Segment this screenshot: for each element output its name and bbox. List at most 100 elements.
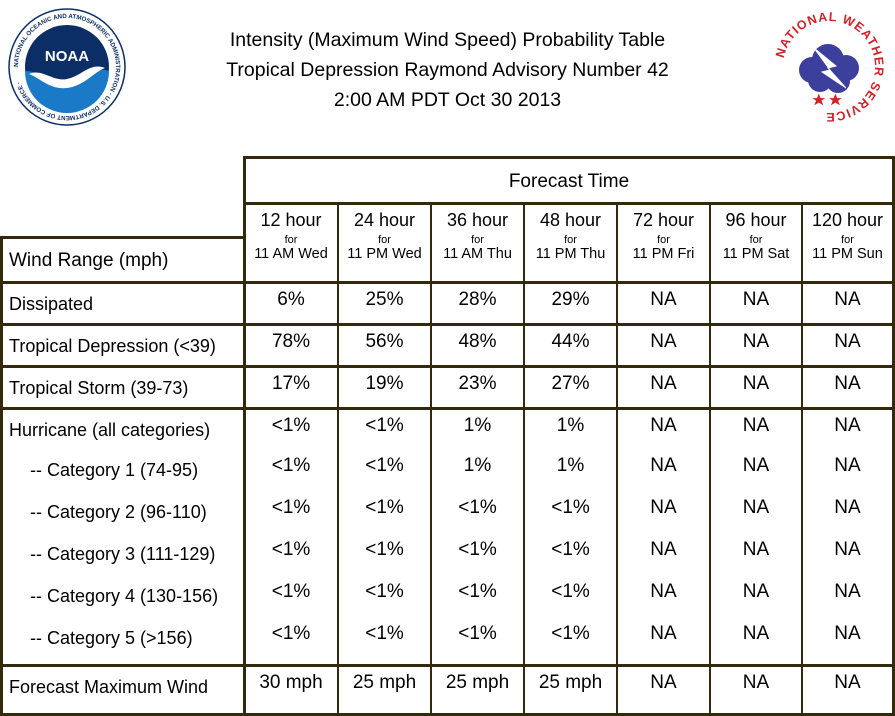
table-cell: NA (650, 672, 677, 693)
table-rule (0, 407, 895, 410)
title-line-1: Intensity (Maximum Wind Speed) Probabili… (229, 29, 666, 51)
table-cell: NA (834, 289, 861, 310)
table-rule (337, 205, 339, 716)
title-line-3: 2:00 AM PDT Oct 30 2013 (333, 89, 562, 111)
column-when: 11 PM Fri (632, 246, 695, 262)
table-cell: NA (742, 497, 770, 518)
row-label: Forecast Maximum Wind (9, 676, 209, 697)
table-cell: 6% (277, 289, 305, 310)
column-when: 11 AM Wed (254, 246, 328, 262)
table-rule (523, 205, 525, 716)
column-when: 11 AM Thu (443, 246, 512, 262)
table-cell: NA (650, 623, 677, 644)
column-for: for (471, 234, 484, 246)
column-hours: 24 hour (353, 210, 416, 230)
noaa-logo: NATIONAL OCEANIC AND ATMOSPHERIC ADMINIS… (8, 8, 126, 126)
table-cell: <1% (271, 623, 311, 644)
table-cell: <1% (271, 581, 311, 602)
table-cell: <1% (458, 497, 497, 518)
column-header-5: 72 hour for 11 PM Fri (618, 210, 709, 280)
column-header-6: 96 hour for 11 PM Sat (711, 210, 801, 280)
row-label: Tropical Storm (39-73) (9, 377, 189, 398)
table-cell: 25 mph (352, 672, 417, 693)
column-hours: 48 hour (539, 210, 602, 230)
table-cell: <1% (271, 539, 311, 560)
table-rule (0, 664, 895, 667)
table-cell: <1% (365, 455, 404, 476)
table-cell: <1% (271, 497, 311, 518)
table-cell: NA (742, 373, 770, 394)
row-label: -- Category 4 (130-156) (30, 585, 219, 606)
table-cell: NA (742, 623, 770, 644)
nws-logo: NATIONAL WEATHER SERVICE (770, 8, 888, 126)
table-cell: 25% (365, 289, 404, 310)
column-header-1: 12 hour for 11 AM Wed (245, 210, 337, 280)
table-rule (430, 205, 432, 716)
table-cell: 30 mph (259, 672, 323, 693)
table-cell: <1% (551, 623, 590, 644)
table-cell: <1% (271, 455, 311, 476)
title-line-2: Tropical Depression Raymond Advisory Num… (226, 59, 669, 81)
table-cell: 1% (463, 455, 492, 476)
table-cell: NA (650, 455, 677, 476)
noaa-logo-icon: NATIONAL OCEANIC AND ATMOSPHERIC ADMINIS… (8, 8, 126, 126)
table-cell: NA (834, 581, 861, 602)
column-header-2: 24 hour for 11 PM Wed (339, 210, 430, 280)
table-cell: <1% (458, 539, 497, 560)
table-cell: <1% (271, 415, 311, 436)
table-cell: <1% (551, 497, 590, 518)
table-cell: 44% (551, 331, 590, 352)
column-for: for (657, 234, 670, 246)
table-cell: 25 mph (445, 672, 510, 693)
table-rule (892, 156, 895, 716)
column-hours: 12 hour (260, 210, 322, 230)
table-cell: NA (742, 415, 770, 436)
table-cell: NA (650, 581, 677, 602)
table-cell: 28% (458, 289, 497, 310)
table-cell: NA (834, 455, 861, 476)
table-cell: <1% (551, 539, 590, 560)
column-header-7: 120 hour for 11 PM Sun (803, 210, 892, 280)
column-for: for (378, 234, 391, 246)
table-cell: 23% (458, 373, 497, 394)
table-cell: NA (742, 581, 770, 602)
table-cell: NA (742, 455, 770, 476)
column-for: for (749, 234, 763, 246)
table-cell: <1% (365, 497, 404, 518)
table-rule (243, 205, 246, 716)
nws-logo-icon: NATIONAL WEATHER SERVICE (773, 10, 885, 124)
table-rule (243, 202, 895, 205)
table-rule (243, 156, 895, 159)
table-cell: NA (650, 539, 677, 560)
row-label: Hurricane (all categories) (9, 419, 211, 440)
table-cell: 19% (365, 373, 404, 394)
row-label: -- Category 5 (>156) (30, 627, 193, 648)
table-cell: NA (834, 672, 861, 693)
table-cell: <1% (365, 539, 404, 560)
table-cell: NA (834, 373, 861, 394)
table-cell: NA (650, 331, 677, 352)
column-hours: 120 hour (811, 210, 884, 230)
row-label: -- Category 3 (111-129) (30, 543, 216, 564)
table-cell: NA (834, 539, 861, 560)
table-rule (801, 205, 803, 716)
table-cell: NA (742, 672, 770, 693)
table-rule (709, 205, 711, 716)
column-hours: 96 hour (725, 210, 787, 230)
column-header-4: 48 hour for 11 PM Thu (525, 210, 616, 280)
table-cell: 1% (556, 415, 585, 436)
table-cell: NA (834, 415, 861, 436)
table-cell: NA (650, 289, 677, 310)
table-rule (0, 236, 246, 239)
table-cell: NA (742, 331, 770, 352)
table-cell: NA (834, 331, 861, 352)
row-label: -- Category 1 (74-95) (30, 459, 199, 480)
column-when: 11 PM Thu (535, 246, 606, 262)
table-rule (0, 713, 895, 716)
table-cell: 25 mph (538, 672, 603, 693)
table-cell: 27% (551, 373, 590, 394)
table-cell: NA (650, 373, 677, 394)
column-hours: 36 hour (446, 210, 509, 230)
table-cell: NA (834, 497, 861, 518)
table-cell: 17% (271, 373, 311, 394)
